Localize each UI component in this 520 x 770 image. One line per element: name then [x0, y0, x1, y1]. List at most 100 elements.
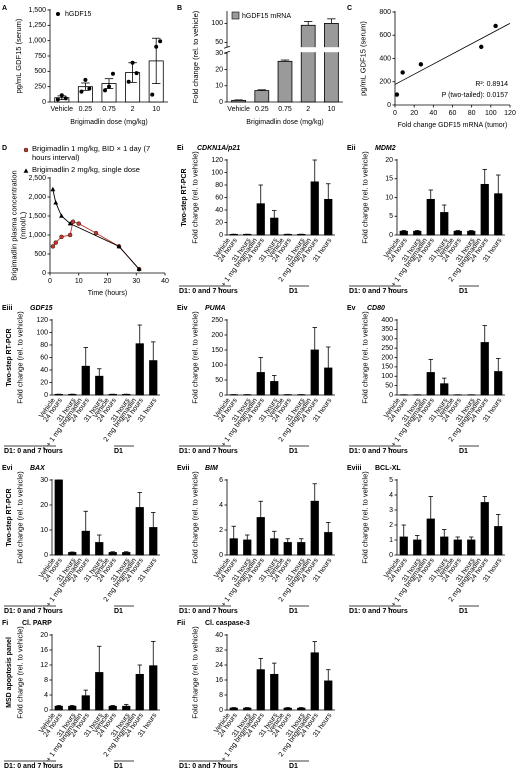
bar	[231, 99, 246, 103]
panel-label: Eiii	[2, 305, 13, 312]
x-tick-label: 120	[504, 110, 516, 117]
panel-title: BCL-XL	[375, 465, 401, 472]
data-point	[136, 266, 142, 271]
x-tick-label: 2	[131, 106, 135, 113]
bar	[229, 707, 238, 711]
y-tick-label: 20	[385, 157, 393, 164]
y-tick-label: 20	[215, 219, 223, 226]
y-tick-label: 2	[389, 522, 393, 529]
y-tick-label: 1,250	[28, 22, 46, 29]
y-tick-label: 16	[40, 647, 48, 654]
y-tick-label: 32	[215, 647, 223, 654]
panel-label: Fi	[2, 620, 8, 627]
panel-title: BAX	[30, 465, 46, 472]
x-tick-label: Vehicle	[51, 106, 74, 113]
data-point	[150, 92, 155, 97]
bracket-label: D1	[459, 288, 468, 295]
bar	[480, 183, 489, 236]
y-axis-label-box: Fold change (rel. to vehicle)	[190, 151, 200, 244]
y-tick-label: 0	[389, 392, 393, 399]
x-tick-label: 0	[393, 110, 397, 117]
x-tick-label: Vehicle	[227, 106, 250, 113]
x-axis-label: Time (hours)	[88, 290, 127, 297]
bracket-label: D1: 0 and 7 hours	[179, 448, 238, 455]
y-tick-label: 2,500	[28, 175, 46, 182]
row-label: Two-step RT-PCR	[6, 328, 13, 386]
y-tick-label: 500	[34, 68, 46, 75]
panel-label: Eiv	[177, 305, 188, 312]
bar	[95, 672, 104, 711]
bar	[310, 349, 319, 396]
y-axis-label: Fold change (rel. to vehicle)	[15, 311, 25, 404]
bar	[81, 695, 90, 711]
panel-title: PUMA	[205, 305, 226, 312]
y-tick-label: 40	[40, 367, 48, 374]
panel-label: Eviii	[347, 465, 361, 472]
y-tick-label: 6	[219, 477, 223, 484]
bracket-label: D1	[289, 763, 298, 770]
bar	[399, 230, 408, 236]
bar	[494, 193, 503, 236]
bar	[453, 539, 462, 556]
bar	[310, 500, 319, 556]
legend-label: hGDF15 mRNA	[242, 13, 291, 20]
data-point	[87, 86, 92, 91]
bar	[135, 507, 144, 556]
y-tick-label: 250	[211, 317, 223, 324]
panel-title: GDF15	[30, 305, 53, 312]
bar	[256, 203, 265, 236]
bar	[149, 665, 158, 711]
y-tick-label: 80	[40, 342, 48, 349]
data-point	[67, 232, 73, 238]
break-mark	[223, 45, 231, 49]
panel-title: Cl. caspase-3	[205, 620, 250, 627]
y-axis-label-box: pg/mL GDF15 (serum)	[13, 18, 23, 94]
y-tick-label: 16	[215, 677, 223, 684]
y-axis-label: Fold change (rel. to vehicle)	[190, 151, 200, 244]
bar	[81, 530, 90, 556]
bar	[283, 707, 292, 711]
y-tick-label: 40	[215, 207, 223, 214]
bar	[243, 707, 252, 711]
bar	[440, 383, 449, 396]
data-point	[79, 89, 84, 94]
panel-label: C	[347, 5, 352, 12]
y-axis-label: Fold change (rel. to vehicle)	[190, 626, 200, 719]
y-tick-label: 5	[389, 477, 393, 484]
y-tick-label: 10	[215, 83, 223, 90]
legend-marker	[23, 168, 29, 173]
row-label: MSD apoptosis panel	[6, 637, 13, 708]
y-tick-label: 300	[381, 336, 393, 343]
x-tick-label: 10	[328, 106, 336, 113]
panel-label: Evi	[2, 465, 13, 472]
data-point	[50, 186, 56, 192]
y-tick-label: 500	[34, 251, 46, 258]
row-label: Two-step RT-PCR	[6, 488, 13, 546]
legend-label-box: Brigimadlin 1 mg/kg, BID × 1 day (7 hour…	[32, 145, 151, 162]
data-point	[154, 44, 159, 49]
y-axis-label-box: Fold change (rel. to vehicle)	[16, 626, 25, 719]
legend-label: Brigimadlin 1 mg/kg, BID × 1 day (7 hour…	[32, 145, 151, 162]
y-tick-label: 0	[42, 270, 46, 277]
bar	[440, 536, 449, 556]
y-axis-label: pg/mL GDF15 (serum)	[13, 18, 23, 94]
x-tick-label: 0.75	[102, 106, 116, 113]
y-tick-label: 250	[34, 84, 46, 91]
y-tick-label: 350	[381, 326, 393, 333]
y-tick-label: 200	[379, 79, 391, 86]
data-point	[418, 62, 424, 67]
bracket-label: D1: 0 and 7 hours	[179, 288, 238, 295]
y-tick-label: 0	[44, 707, 48, 714]
bar	[270, 381, 279, 396]
bracket-label: D1	[289, 608, 298, 615]
data-point	[130, 60, 135, 65]
y-tick-label: 0	[389, 552, 393, 559]
y-tick-label: 80	[215, 182, 223, 189]
y-axis-label-box: Fold change (rel. to vehicle)	[191, 471, 200, 564]
y-axis-label-box: Fold change (rel. to vehicle)	[16, 471, 25, 564]
bracket-label: D1: 0 and 7 hours	[4, 608, 63, 615]
y-axis-label-box: Fold change (rel. to vehicle)	[191, 11, 200, 104]
y-tick-label: 2	[219, 527, 223, 534]
data-point	[493, 23, 498, 29]
